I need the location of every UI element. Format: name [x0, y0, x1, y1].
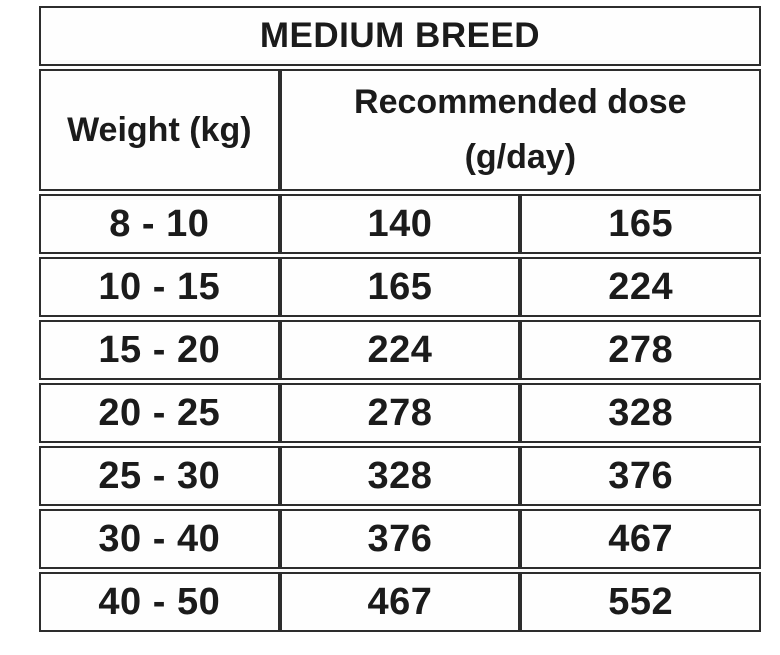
table-row: 30 - 40 376 467 [39, 509, 761, 569]
dose-max-cell: 278 [520, 320, 761, 380]
table-row: 15 - 20 224 278 [39, 320, 761, 380]
dose-max-cell: 467 [520, 509, 761, 569]
dose-max-cell: 376 [520, 446, 761, 506]
weight-cell: 40 - 50 [39, 572, 280, 632]
table-row: 25 - 30 328 376 [39, 446, 761, 506]
dose-min-cell: 140 [279, 194, 521, 254]
weight-column-header: Weight (kg) [39, 69, 280, 191]
dose-max-cell: 224 [520, 257, 761, 317]
table-row: 10 - 15 165 224 [39, 257, 761, 317]
weight-cell: 15 - 20 [39, 320, 280, 380]
medium-breed-dose-table: MEDIUM BREED Weight (kg) Recommended dos… [39, 3, 761, 635]
dose-header-line1: Recommended dose [354, 83, 687, 121]
dose-min-cell: 376 [279, 509, 521, 569]
table-title: MEDIUM BREED [39, 6, 761, 66]
table-row: 20 - 25 278 328 [39, 383, 761, 443]
dose-min-cell: 165 [279, 257, 521, 317]
weight-cell: 20 - 25 [39, 383, 280, 443]
table-row: 8 - 10 140 165 [39, 194, 761, 254]
weight-cell: 30 - 40 [39, 509, 280, 569]
dose-min-cell: 278 [279, 383, 521, 443]
weight-cell: 10 - 15 [39, 257, 280, 317]
table-title-row: MEDIUM BREED [39, 6, 761, 66]
dose-max-cell: 165 [520, 194, 761, 254]
weight-cell: 8 - 10 [39, 194, 280, 254]
table-row: 40 - 50 467 552 [39, 572, 761, 632]
weight-cell: 25 - 30 [39, 446, 280, 506]
dose-min-cell: 328 [279, 446, 521, 506]
table-header-row: Weight (kg) Recommended dose (g/day) [39, 69, 761, 191]
dose-min-cell: 467 [279, 572, 521, 632]
dose-table: MEDIUM BREED Weight (kg) Recommended dos… [39, 3, 761, 635]
dose-max-cell: 552 [520, 572, 761, 632]
dose-min-cell: 224 [279, 320, 521, 380]
dose-column-header: Recommended dose (g/day) [279, 69, 761, 191]
dose-header-line2: (g/day) [464, 138, 577, 176]
dose-max-cell: 328 [520, 383, 761, 443]
